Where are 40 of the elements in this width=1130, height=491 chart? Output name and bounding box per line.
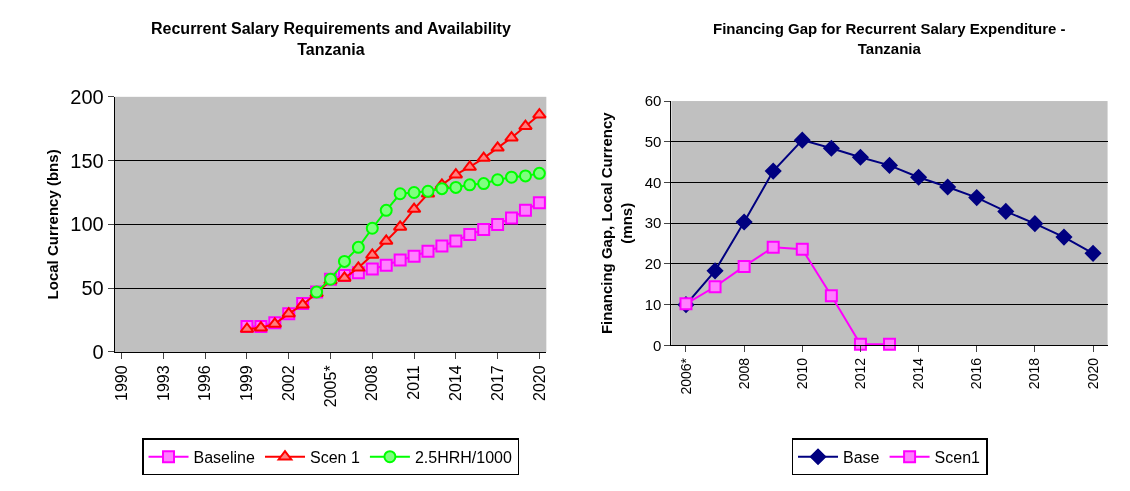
y-tick-label: 30 [644, 214, 662, 232]
y-tick-label: 0 [653, 336, 662, 354]
y-tick-label: 60 [644, 92, 662, 110]
y-tick-label: 20 [644, 255, 662, 273]
x-tick-label: 2018 [1026, 357, 1043, 390]
x-tick-label: 1996 [196, 365, 214, 401]
y-axis-title: Financing Gap, Local Currency (mns) [598, 111, 635, 335]
y-tick-label: 40 [644, 173, 662, 191]
legend-label: Scen 1 [310, 448, 360, 466]
x-tick-label: 2014 [447, 365, 465, 401]
x-tick-label: 2008 [735, 357, 752, 390]
chart-title: Financing Gap for Recurrent Salary Expenditure - Tanzania [713, 20, 1066, 57]
x-tick-label: 2020 [1084, 357, 1101, 390]
x-tick-label: 2010 [793, 357, 810, 390]
chart-title: Recurrent Salary Requirements and Availability Tanzania [151, 20, 511, 58]
x-tick-label: 2017 [488, 365, 506, 401]
x-tick-label: 1999 [238, 365, 256, 401]
y-tick-label: 10 [644, 295, 662, 313]
x-tick-label: 2008 [363, 365, 381, 401]
y-tick-label: 200 [70, 85, 104, 108]
y-tick-label: 0 [92, 340, 104, 363]
legend-label: Base [843, 448, 880, 466]
legend-label: 2.5HRH/1000 [414, 448, 512, 466]
x-tick-label: 2014 [910, 357, 927, 390]
x-tick-label: 1993 [154, 365, 172, 401]
y-tick-label: 50 [644, 133, 662, 151]
x-tick-label: 2002 [279, 365, 297, 401]
x-tick-label: 1990 [112, 365, 130, 401]
legend-label: Baseline [193, 448, 255, 466]
y-tick-label: 100 [70, 213, 104, 236]
y-tick-label: 50 [81, 277, 104, 300]
x-tick-label: 2006* [677, 357, 694, 395]
x-tick-label: 2011 [405, 365, 423, 400]
x-tick-label: 2016 [968, 357, 985, 390]
x-tick-label: 2012 [851, 357, 868, 390]
y-tick-label: 150 [70, 149, 104, 172]
legend-label: Scen1 [934, 448, 981, 466]
x-tick-label: 2005* [321, 365, 339, 408]
x-tick-label: 2020 [530, 365, 548, 401]
y-axis-title: Local Currency (bns) [43, 149, 61, 300]
